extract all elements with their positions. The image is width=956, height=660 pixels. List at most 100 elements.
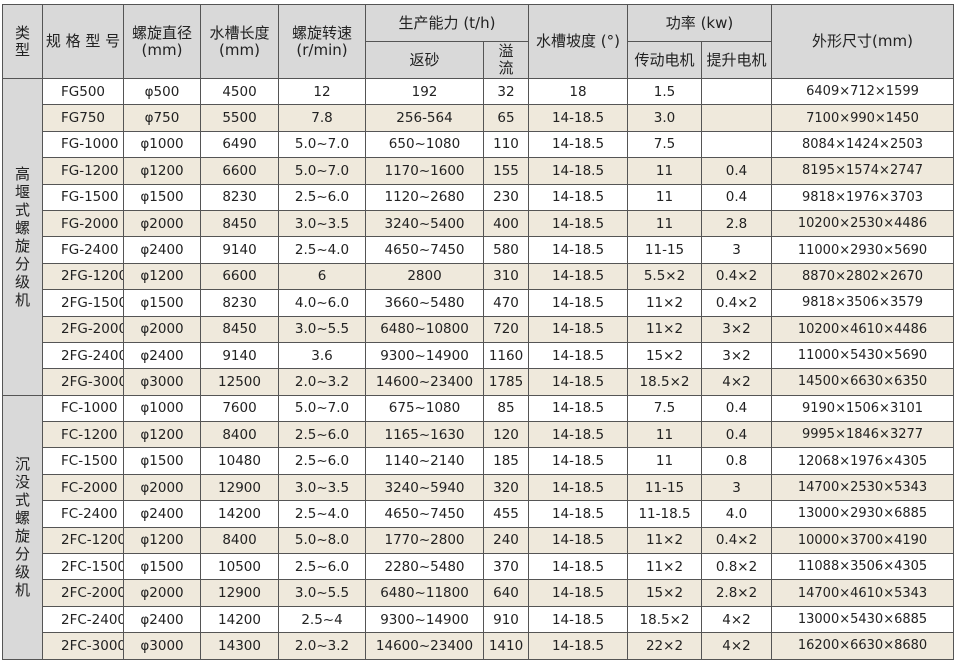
diameter-cell: φ2000 (123, 579, 201, 607)
slope-cell: 14-18.5 (528, 605, 629, 634)
speed-cell: 12 (278, 77, 366, 106)
length-cell: 9140 (200, 341, 279, 370)
drive-power-cell: 15×2 (627, 579, 703, 607)
model-cell: 2FG-2000 (42, 315, 124, 343)
lift-power-cell: 2.8×2 (701, 579, 773, 607)
lift-power-cell (701, 130, 773, 159)
return-capacity-cell: 6480~10800 (365, 315, 484, 343)
speed-cell: 4.0~6.0 (278, 289, 366, 317)
lift-power-cell (701, 104, 773, 132)
return-capacity-cell: 3240~5940 (365, 473, 484, 502)
header-capacity-overflow: 溢流 (482, 41, 530, 79)
dimensions-cell: 11000×2930×5690 (771, 236, 955, 264)
speed-cell: 5.0~8.0 (278, 526, 366, 555)
dimensions-cell: 14700×4610×5343 (771, 579, 955, 607)
diameter-cell: φ2400 (123, 605, 201, 634)
table-row: FC-1200 φ1200 8400 2.5~6.0 1165~1630 120 14-18… (3, 421, 955, 449)
overflow-capacity-cell: 320 (482, 473, 530, 502)
speed-cell: 3.0~3.5 (278, 209, 366, 238)
lift-power-cell: 0.4 (701, 394, 773, 423)
type-group-text: 高堰式螺旋分级机 (14, 164, 30, 309)
lift-power-cell: 3×2 (701, 315, 773, 343)
return-capacity-cell: 1120~2680 (365, 183, 484, 211)
slope-cell: 14-18.5 (528, 421, 629, 449)
length-cell: 5500 (200, 104, 279, 132)
length-cell: 8230 (200, 183, 279, 211)
length-cell: 12900 (200, 473, 279, 502)
length-cell: 10500 (200, 553, 279, 581)
diameter-cell: φ1200 (123, 262, 201, 291)
slope-cell: 18 (528, 77, 629, 106)
drive-power-cell: 11 (627, 209, 703, 238)
diameter-cell: φ1500 (123, 447, 201, 475)
table-row: 2FC-2000 φ2000 12900 3.0~5.5 6480~11800 640 14… (3, 579, 955, 607)
header-power: 功率 (kw) (627, 4, 773, 42)
return-capacity-cell: 14600~23400 (365, 368, 484, 396)
lift-power-cell (701, 77, 773, 106)
table-row: FC-2400 φ2400 14200 2.5~4.0 4650~7450 455 14-1… (3, 500, 955, 528)
length-cell: 12500 (200, 368, 279, 396)
dimensions-cell: 11000×5430×5690 (771, 341, 955, 370)
model-cell: 2FC-3000 (42, 632, 124, 660)
return-capacity-cell: 3660~5480 (365, 289, 484, 317)
diameter-cell: φ1200 (123, 421, 201, 449)
diameter-cell: φ1500 (123, 553, 201, 581)
overflow-capacity-cell: 1160 (482, 341, 530, 370)
drive-power-cell: 18.5×2 (627, 605, 703, 634)
slope-cell: 14-18.5 (528, 632, 629, 660)
dimensions-cell: 10200×2530×4486 (771, 209, 955, 238)
model-cell: 2FG-1200 (42, 262, 124, 291)
dimensions-cell: 8084×1424×2503 (771, 130, 955, 159)
speed-cell: 3.0~5.5 (278, 315, 366, 343)
overflow-capacity-cell: 1785 (482, 368, 530, 396)
return-capacity-cell: 3240~5400 (365, 209, 484, 238)
model-cell: FC-2400 (42, 500, 124, 528)
overflow-capacity-cell: 240 (482, 526, 530, 555)
header-dims: 外形尺寸(mm) (771, 4, 955, 79)
model-cell: FG-2400 (42, 236, 124, 264)
length-cell: 8400 (200, 421, 279, 449)
dimensions-cell: 13000×5430×6885 (771, 605, 955, 634)
overflow-capacity-cell: 110 (482, 130, 530, 159)
slope-cell: 14-18.5 (528, 130, 629, 159)
length-cell: 14300 (200, 632, 279, 660)
speed-cell: 2.0~3.2 (278, 632, 366, 660)
table-row: 2FC-1500 φ1500 10500 2.5~6.0 2280~5480 370 14-… (3, 553, 955, 581)
speed-cell: 3.0~5.5 (278, 579, 366, 607)
drive-power-cell: 22×2 (627, 632, 703, 660)
slope-cell: 14-18.5 (528, 394, 629, 423)
slope-cell: 14-18.5 (528, 500, 629, 528)
length-cell: 12900 (200, 579, 279, 607)
type-group-label: 沉没式螺旋分级机 (2, 394, 43, 660)
overflow-capacity-cell: 32 (482, 77, 530, 106)
table-row: 沉没式螺旋分级机 FC-1000 φ1000 7600 5.0~7.0 675~1080 8… (2, 394, 955, 660)
table-row: 2FG-2000 φ2000 8450 3.0~5.5 6480~10800 720 14-… (3, 315, 955, 343)
dimensions-cell: 13000×2930×6885 (771, 500, 955, 528)
slope-cell: 14-18.5 (528, 526, 629, 555)
model-cell: FG750 (42, 104, 124, 132)
overflow-capacity-cell: 230 (482, 183, 530, 211)
model-cell: FG-1000 (42, 130, 124, 159)
drive-power-cell: 11-18.5 (627, 500, 703, 528)
table-row: 2FG-3000 φ3000 12500 2.0~3.2 14600~23400 1785… (3, 368, 955, 396)
drive-power-cell: 5.5×2 (627, 262, 703, 291)
length-cell: 9140 (200, 236, 279, 264)
header-length: 水槽长度 (mm) (200, 4, 279, 79)
model-cell: FC-1000 (42, 394, 124, 423)
model-cell: FC-1200 (42, 421, 124, 449)
slope-cell: 14-18.5 (528, 157, 629, 185)
diameter-cell: φ1500 (123, 289, 201, 317)
drive-power-cell: 11 (627, 157, 703, 185)
dimensions-cell: 12068×1976×4305 (771, 447, 955, 475)
length-cell: 10480 (200, 447, 279, 475)
slope-cell: 14-18.5 (528, 262, 629, 291)
table-row: 2FC-3000 φ3000 14300 2.0~3.2 14600~23400 1410… (3, 632, 955, 660)
length-cell: 8400 (200, 526, 279, 555)
table-row: FC-1500 φ1500 10480 2.5~6.0 1140~2140 185 14-1… (3, 447, 955, 475)
diameter-cell: φ2400 (123, 236, 201, 264)
return-capacity-cell: 650~1080 (365, 130, 484, 159)
dimensions-cell: 9818×1976×3703 (771, 183, 955, 211)
table-row: 高堰式螺旋分级机 FG500 φ500 4500 12 192 32 18 1.5 6409×71… (2, 77, 955, 396)
return-capacity-cell: 1140~2140 (365, 447, 484, 475)
lift-power-cell: 3 (701, 236, 773, 264)
